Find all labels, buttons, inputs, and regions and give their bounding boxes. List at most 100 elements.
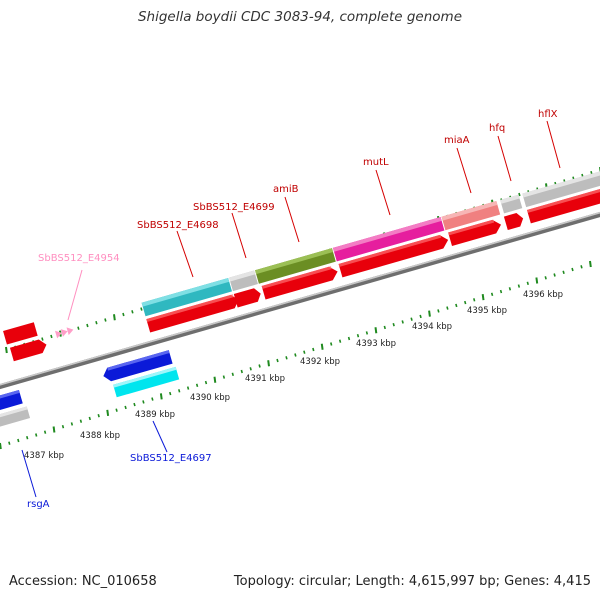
minor-tick xyxy=(294,353,297,357)
minor-tick xyxy=(446,306,449,310)
minor-tick xyxy=(124,405,127,410)
major-tick xyxy=(428,310,431,317)
minor-tick xyxy=(410,317,413,321)
major-tick xyxy=(5,346,8,354)
label-SbBS512_E4698[interactable]: SbBS512_E4698 xyxy=(137,220,219,231)
minor-tick xyxy=(50,334,53,339)
gene-hfq[interactable] xyxy=(500,194,523,214)
minor-tick xyxy=(285,356,288,360)
minor-tick xyxy=(517,284,521,288)
minor-tick xyxy=(133,402,136,407)
reverse-cds-block[interactable] xyxy=(101,350,173,383)
major-tick xyxy=(267,360,270,367)
cds-arrow[interactable] xyxy=(261,265,340,300)
cds-arrow[interactable] xyxy=(233,287,263,308)
scale-label: 4388 kbp xyxy=(80,431,120,441)
label-SbBS512_E4697[interactable]: SbBS512_E4697 xyxy=(130,453,212,464)
minor-tick xyxy=(303,350,306,354)
minor-tick xyxy=(231,372,234,377)
cds-arrow[interactable] xyxy=(503,212,525,231)
label-mutL[interactable]: mutL xyxy=(363,157,389,168)
minor-tick xyxy=(122,312,125,317)
label-hfq[interactable]: hfq xyxy=(489,123,505,134)
minor-tick xyxy=(8,441,11,445)
minor-tick xyxy=(178,389,181,393)
minor-tick xyxy=(401,320,404,324)
cds-arrow[interactable] xyxy=(146,293,240,333)
minor-tick xyxy=(151,397,154,401)
gene-rsgA[interactable] xyxy=(0,389,31,432)
minor-tick xyxy=(70,422,74,426)
minor-tick xyxy=(169,391,172,396)
minor-tick xyxy=(508,287,512,291)
label-rsgA[interactable]: rsgA xyxy=(27,499,50,510)
minor-tick xyxy=(186,386,190,390)
scale-labels: 4387 kbp 4388 kbp 4389 kbp 4390 kbp 4391… xyxy=(24,290,563,461)
genome-backbone xyxy=(0,193,600,403)
minor-tick xyxy=(580,265,583,269)
minor-tick xyxy=(86,323,89,328)
scale-label: 4391 kbp xyxy=(245,374,285,384)
cds-arrow[interactable] xyxy=(526,179,600,224)
gene-SbBS512_E4698[interactable] xyxy=(141,277,232,317)
minor-tick xyxy=(312,347,315,352)
minor-tick xyxy=(95,320,98,325)
scale-label: 4394 kbp xyxy=(412,322,452,332)
minor-tick xyxy=(490,292,494,297)
gene-SbBS512_E4699[interactable] xyxy=(229,270,258,292)
minor-tick xyxy=(77,326,80,330)
cds-left-block[interactable] xyxy=(3,321,48,362)
label-amiB[interactable]: amiB xyxy=(273,184,299,195)
minor-tick xyxy=(104,318,107,322)
label-SbBS512_E4954[interactable]: SbBS512_E4954 xyxy=(38,253,120,264)
minor-tick xyxy=(356,333,360,338)
minor-tick xyxy=(347,336,351,341)
minor-tick xyxy=(571,267,574,272)
major-tick xyxy=(535,277,539,284)
major-tick xyxy=(374,327,378,334)
minor-tick xyxy=(249,367,252,371)
gene-miaA[interactable] xyxy=(441,201,501,231)
scale-label: 4389 kbp xyxy=(135,410,175,420)
minor-tick xyxy=(419,314,422,319)
major-tick xyxy=(106,409,110,417)
minor-tick xyxy=(43,430,47,434)
minor-tick xyxy=(330,342,333,346)
major-tick xyxy=(320,343,324,350)
cds-arrow[interactable] xyxy=(448,218,503,247)
genome-summary-text: Topology: circular; Length: 4,615,997 bp… xyxy=(233,574,591,589)
cds-arrow[interactable] xyxy=(338,233,451,278)
major-tick xyxy=(159,393,163,400)
minor-tick xyxy=(455,303,458,308)
scale-label: 4393 kbp xyxy=(356,339,396,349)
minor-tick xyxy=(41,337,44,341)
gene-SbBS512_E4697[interactable] xyxy=(113,366,180,398)
gene-hflX[interactable] xyxy=(522,163,600,208)
label-SbBS512_E4699[interactable]: SbBS512_E4699 xyxy=(193,202,275,213)
minor-tick xyxy=(258,364,261,368)
gene-mutL[interactable] xyxy=(332,217,445,262)
scale-label: 4396 kbp xyxy=(523,290,563,300)
accession-text: Accession: NC_010658 xyxy=(9,574,157,589)
scale-label: 4387 kbp xyxy=(24,451,64,461)
major-tick xyxy=(481,293,485,301)
major-tick xyxy=(52,426,56,433)
minor-tick xyxy=(35,433,38,437)
minor-tick xyxy=(338,339,342,343)
minor-tick xyxy=(464,300,467,305)
minor-tick xyxy=(499,289,503,294)
scale-label: 4392 kbp xyxy=(300,357,340,367)
gene-SbBS512_E4954[interactable] xyxy=(54,326,75,339)
gene-amiB[interactable] xyxy=(255,248,336,284)
minor-tick xyxy=(26,435,29,440)
minor-tick xyxy=(544,276,547,280)
minor-tick xyxy=(553,273,556,277)
label-hflX[interactable]: hflX xyxy=(538,109,558,120)
minor-tick xyxy=(140,307,143,311)
minor-tick xyxy=(562,270,565,275)
label-miaA[interactable]: miaA xyxy=(444,135,470,146)
major-tick xyxy=(213,376,217,383)
minor-tick xyxy=(222,375,226,379)
inner-tick-track xyxy=(0,260,592,450)
